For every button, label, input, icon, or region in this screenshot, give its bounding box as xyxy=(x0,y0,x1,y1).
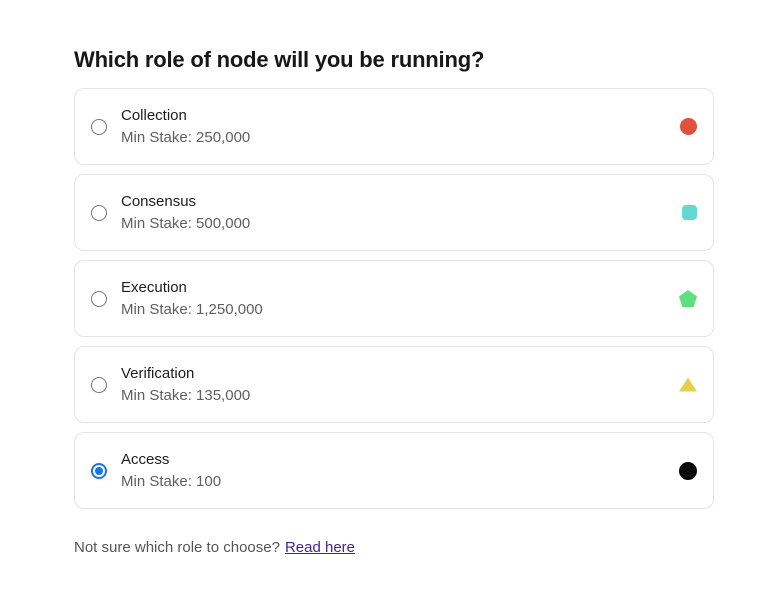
role-min-stake: Min Stake: 1,250,000 xyxy=(121,300,263,318)
rounded-square-icon xyxy=(682,205,697,220)
help-text: Not sure which role to choose? Read here xyxy=(74,538,714,558)
circle-icon xyxy=(680,118,697,135)
role-min-stake: Min Stake: 500,000 xyxy=(121,214,251,232)
radio-verification[interactable] xyxy=(91,376,107,393)
radio-consensus[interactable] xyxy=(91,204,107,221)
role-name: Execution xyxy=(121,278,187,296)
circle-icon xyxy=(679,461,697,480)
role-option-execution[interactable]: Execution Min Stake: 1,250,000 xyxy=(74,260,714,337)
role-min-stake: Min Stake: 250,000 xyxy=(121,128,251,146)
role-option-collection[interactable]: Collection Min Stake: 250,000 xyxy=(74,88,714,165)
read-here-link[interactable]: Read here xyxy=(284,539,356,556)
help-question: Not sure which role to choose? xyxy=(74,539,280,556)
role-option-verification[interactable]: Verification Min Stake: 135,000 xyxy=(74,346,714,423)
pentagon-icon xyxy=(679,290,697,307)
radio-access[interactable] xyxy=(91,462,107,479)
page-title: Which role of node will you be running? xyxy=(74,47,485,72)
role-name: Consensus xyxy=(121,192,197,210)
node-role-form: Which role of node will you be running? … xyxy=(0,46,762,558)
role-option-access[interactable]: Access Min Stake: 100 xyxy=(74,432,714,509)
role-option-consensus[interactable]: Consensus Min Stake: 500,000 xyxy=(74,174,714,251)
role-min-stake: Min Stake: 135,000 xyxy=(121,386,251,404)
triangle-icon xyxy=(679,377,697,392)
role-min-stake: Min Stake: 100 xyxy=(121,472,222,490)
role-options-list: Collection Min Stake: 250,000 Consensus … xyxy=(74,88,714,509)
role-name: Verification xyxy=(121,364,195,382)
role-name: Collection xyxy=(121,106,187,124)
radio-collection[interactable] xyxy=(91,118,107,135)
role-name: Access xyxy=(121,450,170,468)
radio-execution[interactable] xyxy=(91,290,107,307)
